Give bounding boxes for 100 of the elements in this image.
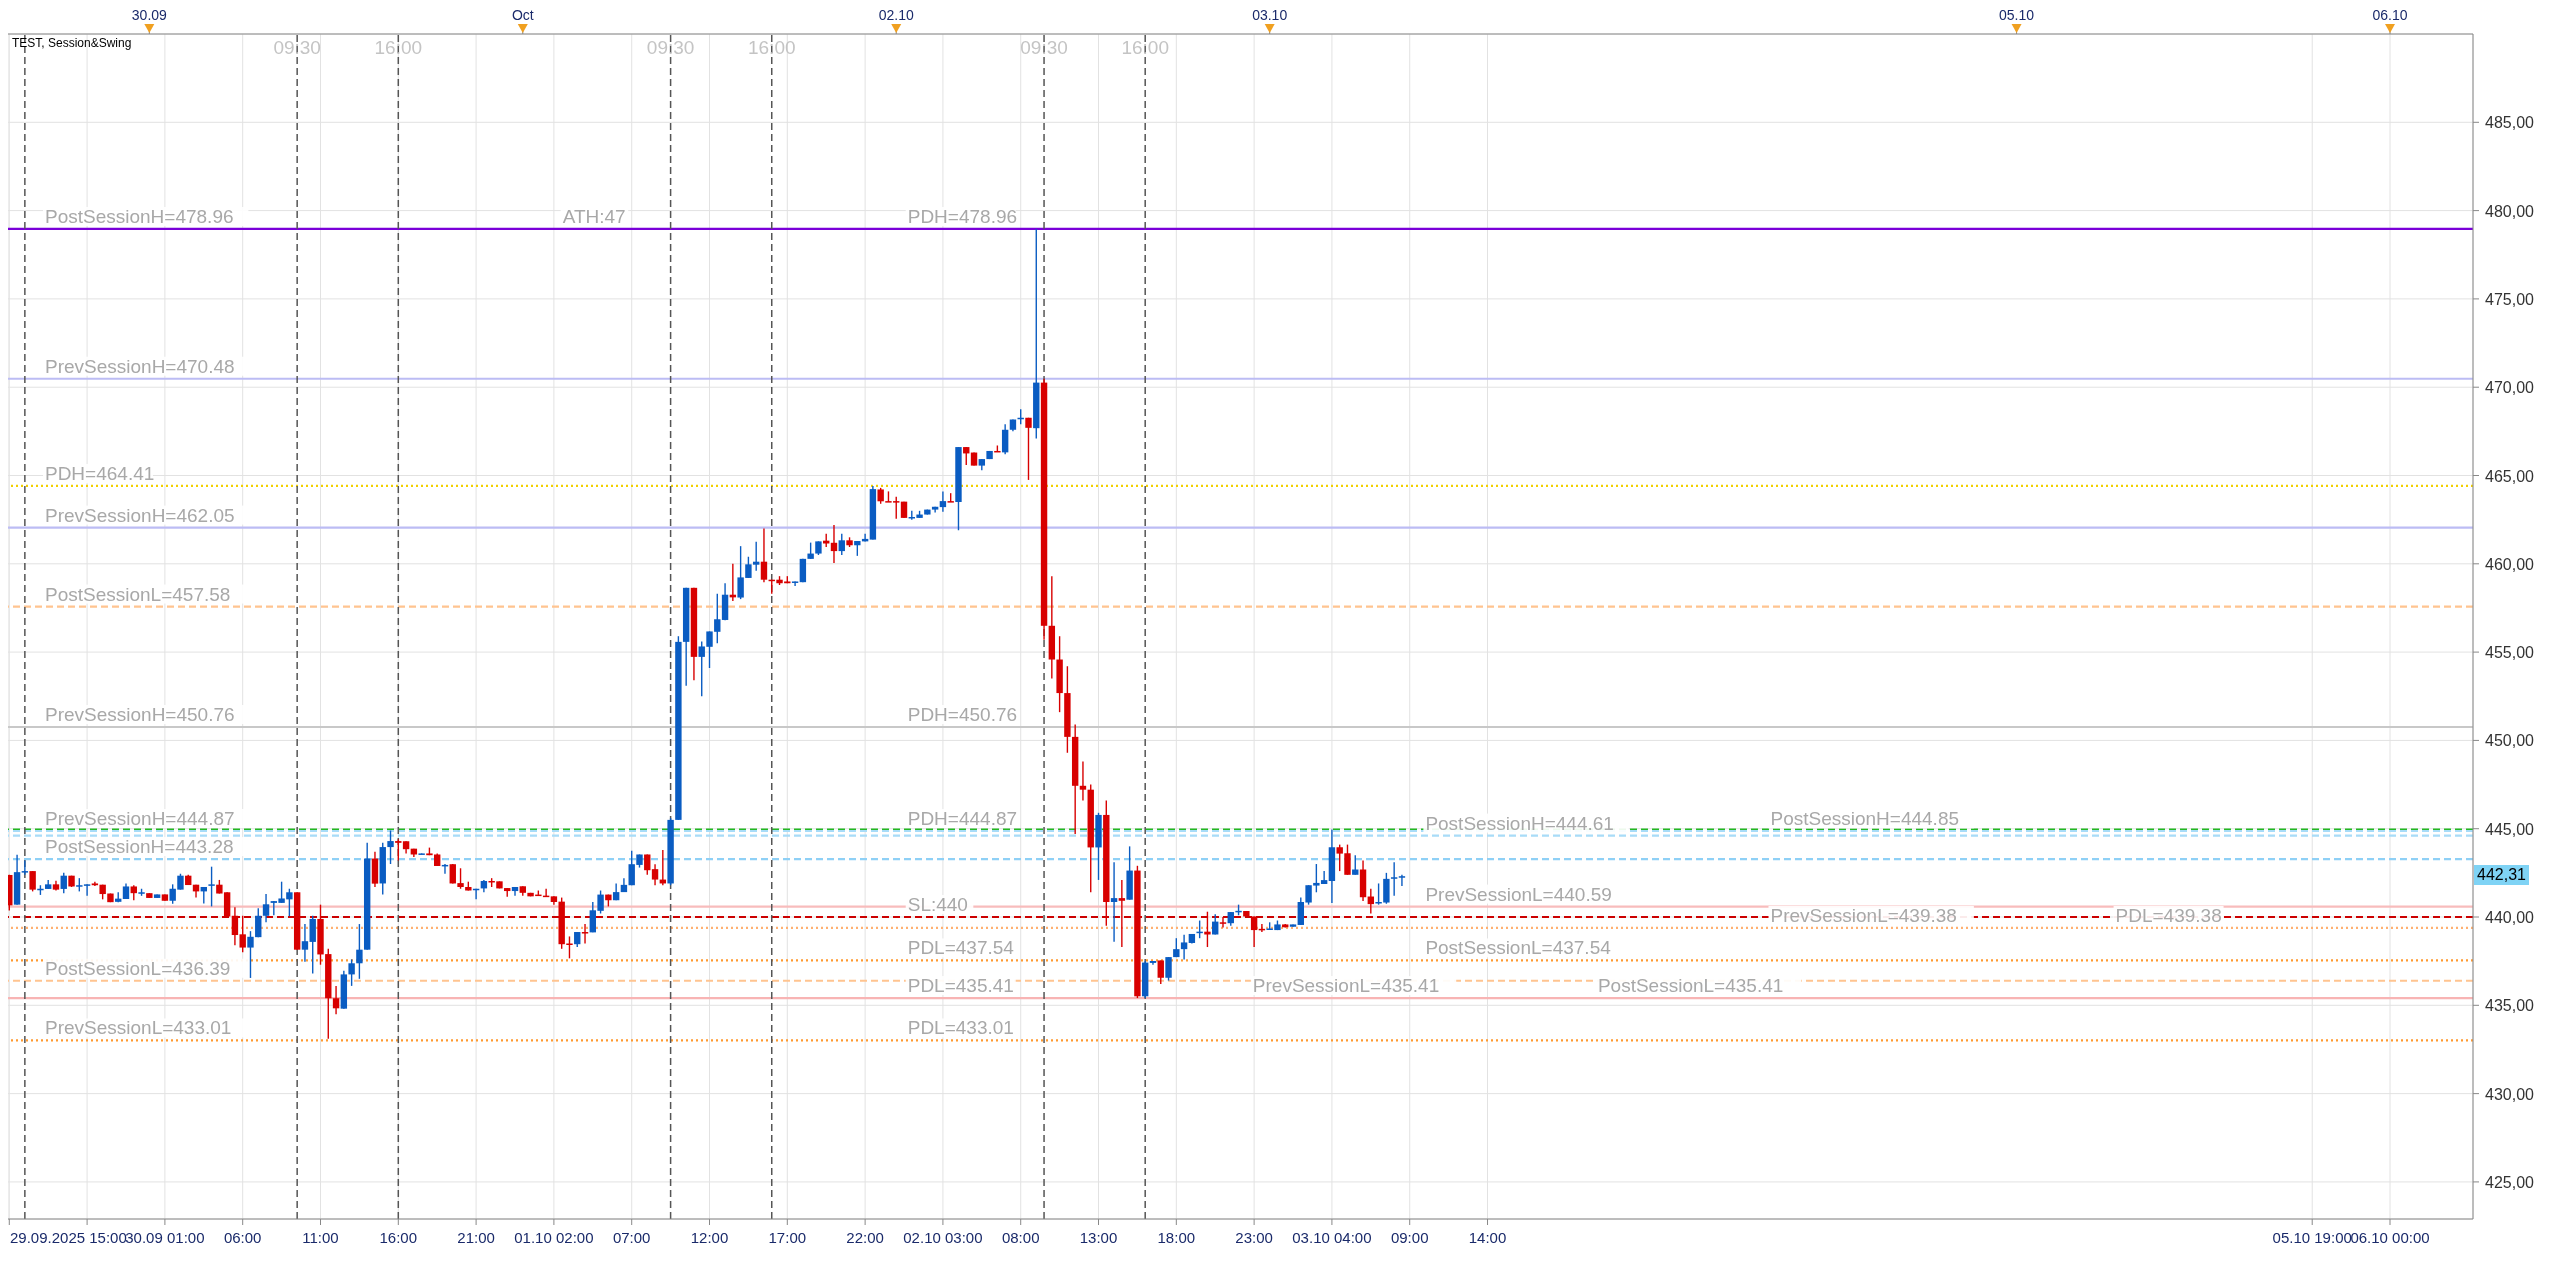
x-tick-label: 22:00 [846, 1229, 884, 1246]
ref-line-label: PostSessionL=457.58 [44, 583, 231, 605]
x2-tick-label: 03.10 [1252, 7, 1288, 23]
candlestick [1390, 861, 1398, 897]
y-tick-label: 480,00 [2485, 202, 2535, 220]
x-tick-label: 17:00 [768, 1229, 807, 1246]
candlestick [387, 829, 394, 865]
candlestick [1110, 861, 1118, 943]
ref-line-label: 09:30 [1020, 37, 1068, 58]
x-tick-label: 06.10 00:00 [2350, 1229, 2430, 1246]
ref-line-label: 16:00 [374, 37, 423, 58]
candlestick [1165, 956, 1172, 982]
ref-line-label: 16:00 [747, 37, 796, 58]
candlestick [60, 872, 67, 894]
y-tick-label: 450,00 [2485, 732, 2535, 750]
ref-line-label: PostSessionH=443.28 [44, 836, 234, 858]
x2-tick-label: 02.10 [878, 7, 914, 23]
candlestick [760, 527, 768, 584]
annotation: PDH=444.87 [907, 808, 1018, 830]
candlestick [1157, 959, 1164, 985]
candlestick [301, 923, 309, 963]
x-tick-label: 14:00 [1468, 1229, 1507, 1246]
candlestick [208, 865, 215, 908]
x2-tick-label: 05.10 [1999, 7, 2035, 23]
ref-line-label: SL:440 [907, 894, 968, 916]
candlestick [1180, 933, 1188, 961]
chart-title: TEST, Session&Swing [12, 36, 132, 50]
y-tick-label: 465,00 [2485, 467, 2535, 485]
ref-line-label: PrevSessionH=450.76 [44, 703, 235, 725]
x-tick-label: 08:00 [1001, 1229, 1040, 1246]
x2-tick-label: 30.09 [131, 7, 168, 23]
x-tick-label: 29.09.2025 15:00 [10, 1229, 127, 1246]
ref-line-label: PrevSessionL=440.59 [1425, 883, 1612, 905]
annotation: PostSessionL=435.41 [1597, 975, 1784, 997]
ref-line-label: PrevSessionL=433.01 [44, 1017, 232, 1039]
ref-line-label: PrevSessionL=439.38 [1770, 904, 1957, 926]
candlestick [1398, 873, 1406, 887]
candlestick [791, 580, 799, 587]
candlestick [457, 867, 464, 890]
candlestick [356, 923, 363, 980]
candlestick [262, 893, 270, 924]
y-tick-label: 425,00 [2485, 1173, 2535, 1191]
x-tick-label: 06:00 [223, 1229, 262, 1246]
x-tick-label: 30.09 01:00 [125, 1229, 205, 1246]
ref-line-label: PostSessionL=437.54 [1425, 937, 1612, 959]
y-tick-label: 475,00 [2485, 290, 2535, 308]
x-tick-label: 18:00 [1157, 1229, 1196, 1246]
x-tick-label: 01.10 02:00 [514, 1229, 594, 1246]
ref-line-label: PrevSessionH=470.48 [44, 355, 235, 377]
candlestick [651, 863, 659, 886]
y-tick-label: 430,00 [2485, 1085, 2535, 1103]
ref-line-label: PrevSessionH=462.05 [44, 504, 235, 526]
candlestick [1001, 423, 1009, 456]
annotation: PDH=478.96 [907, 205, 1018, 227]
x-tick-label: 05.10 19:00 [2272, 1229, 2352, 1246]
ref-line-label: 09:30 [646, 37, 695, 58]
candlestick [255, 907, 262, 938]
candlestick [29, 870, 36, 893]
candlestick [644, 853, 651, 876]
annotation: ATH:47 [562, 205, 626, 227]
x2-tick-label: 06.10 [2372, 7, 2408, 23]
y-tick-label: 455,00 [2485, 644, 2535, 662]
x-tick-label: 07:00 [612, 1229, 651, 1246]
ref-line-label: PostSessionH=444.61 [1425, 812, 1614, 834]
ref-line-label: 09:30 [273, 37, 321, 58]
x-tick-label: 11:00 [302, 1229, 339, 1246]
x-tick-label: 12:00 [690, 1229, 729, 1246]
candlestick [309, 915, 316, 975]
y-tick-label: 470,00 [2485, 379, 2535, 397]
annotation: PDL=433.01 [907, 1017, 1014, 1039]
annotation: PDL=439.38 [2115, 904, 2222, 926]
candlestick [830, 524, 838, 564]
candlestick [332, 985, 340, 1015]
annotation: PDL=437.54 [907, 937, 1015, 959]
annotation: PDH=450.76 [907, 703, 1018, 725]
y-tick-label: 440,00 [2485, 909, 2535, 927]
x-tick-label: 09:00 [1390, 1229, 1429, 1246]
y-tick-label: 435,00 [2485, 997, 2535, 1015]
candlestick [21, 859, 29, 876]
candlestick [1025, 417, 1032, 481]
y-tick-label: 460,00 [2485, 555, 2535, 573]
y-tick-label: 485,00 [2485, 114, 2535, 132]
y-tick-label: 445,00 [2485, 820, 2535, 838]
candlestick [838, 533, 845, 556]
x-tick-label: 23:00 [1235, 1229, 1273, 1246]
x2-tick-label: Oct [511, 7, 534, 23]
x-tick-label: 02.10 03:00 [903, 1229, 983, 1246]
ref-line-label: 16:00 [1121, 37, 1169, 58]
ref-line-label: PrevSessionL=435.41 [1252, 975, 1440, 997]
ref-line-label: PDH=464.41 [44, 462, 155, 484]
x-tick-label: 03.10 04:00 [1292, 1229, 1372, 1246]
ref-line-label: PrevSessionH=444.87 [44, 808, 235, 830]
candlestick [581, 923, 589, 945]
x-tick-label: 13:00 [1079, 1229, 1118, 1246]
candlestick [939, 490, 947, 513]
candlestick [247, 930, 254, 979]
candlestick [1079, 760, 1087, 802]
ref-line-label: PostSessionL=436.39 [44, 957, 231, 979]
annotation: PostSessionH=444.85 [1770, 808, 1960, 830]
x-tick-label: 16:00 [379, 1229, 418, 1246]
